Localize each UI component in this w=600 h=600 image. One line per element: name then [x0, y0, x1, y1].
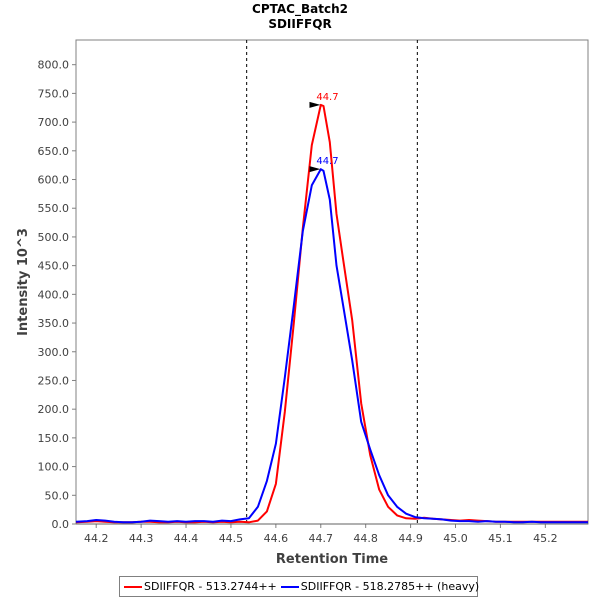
x-tick-label: 44.3	[129, 532, 154, 545]
x-tick-label: 45.2	[533, 532, 558, 545]
x-tick-label: 45.1	[488, 532, 513, 545]
y-tick-label: 450.0	[38, 260, 70, 273]
x-tick-label: 44.2	[84, 532, 109, 545]
chromatogram-chart[interactable]: 0.0 50.0 100.0 150.0 200.0 250.0 300.0 350.0 400…	[0, 0, 600, 575]
plot-area	[75, 39, 589, 525]
legend-item-heavy[interactable]: SDIIFFQR - 518.2785++ (heavy)	[280, 580, 480, 593]
y-tick-label: 250.0	[38, 374, 70, 387]
x-tick-label: 44.8	[353, 532, 378, 545]
peak-marker-icon	[309, 166, 321, 173]
y-tick-label: 300.0	[38, 346, 70, 359]
x-tick-label: 45.0	[443, 532, 468, 545]
chart-subtitle: SDIIFFQR	[268, 17, 332, 31]
y-tick-label: 600.0	[38, 174, 70, 187]
peak-annotation: 44.7	[316, 92, 338, 103]
y-tick-label: 100.0	[38, 461, 70, 474]
y-tick-label: 150.0	[38, 432, 70, 445]
y-tick-label: 650.0	[38, 145, 70, 158]
y-tick-label: 0.0	[52, 518, 70, 531]
y-tick-label: 700.0	[38, 116, 70, 129]
y-tick-label: 550.0	[38, 202, 70, 215]
x-tick-label: 44.9	[398, 532, 423, 545]
legend-swatch-heavy	[280, 585, 299, 588]
legend: SDIIFFQR - 513.2744++ SDIIFFQR - 518.278…	[119, 576, 480, 597]
peak-marker-icon	[309, 101, 321, 108]
x-tick-label: 44.7	[309, 532, 334, 545]
chart-title: CPTAC_Batch2	[252, 2, 348, 16]
y-tick-label: 750.0	[38, 87, 70, 100]
y-tick-label: 50.0	[45, 489, 70, 502]
x-tick-label: 44.6	[264, 532, 289, 545]
y-tick-label: 500.0	[38, 231, 70, 244]
legend-swatch-light	[124, 585, 142, 588]
x-tick-label: 44.5	[219, 532, 244, 545]
y-axis-label: Intensity 10^3	[16, 228, 31, 336]
legend-label-light: SDIIFFQR - 513.2744++	[144, 580, 277, 593]
legend-item-light[interactable]: SDIIFFQR - 513.2744++	[124, 580, 277, 593]
y-tick-label: 800.0	[38, 59, 70, 72]
y-tick-label: 400.0	[38, 288, 70, 301]
peak-annotation: 44.7	[316, 156, 338, 167]
y-tick-label: 350.0	[38, 317, 70, 330]
legend-label-heavy: SDIIFFQR - 518.2785++ (heavy)	[300, 580, 480, 593]
x-axis-label: Retention Time	[276, 552, 388, 567]
series-line-heavy[interactable]	[75, 168, 588, 524]
y-tick-label: 200.0	[38, 403, 70, 416]
x-tick-label: 44.4	[174, 532, 199, 545]
